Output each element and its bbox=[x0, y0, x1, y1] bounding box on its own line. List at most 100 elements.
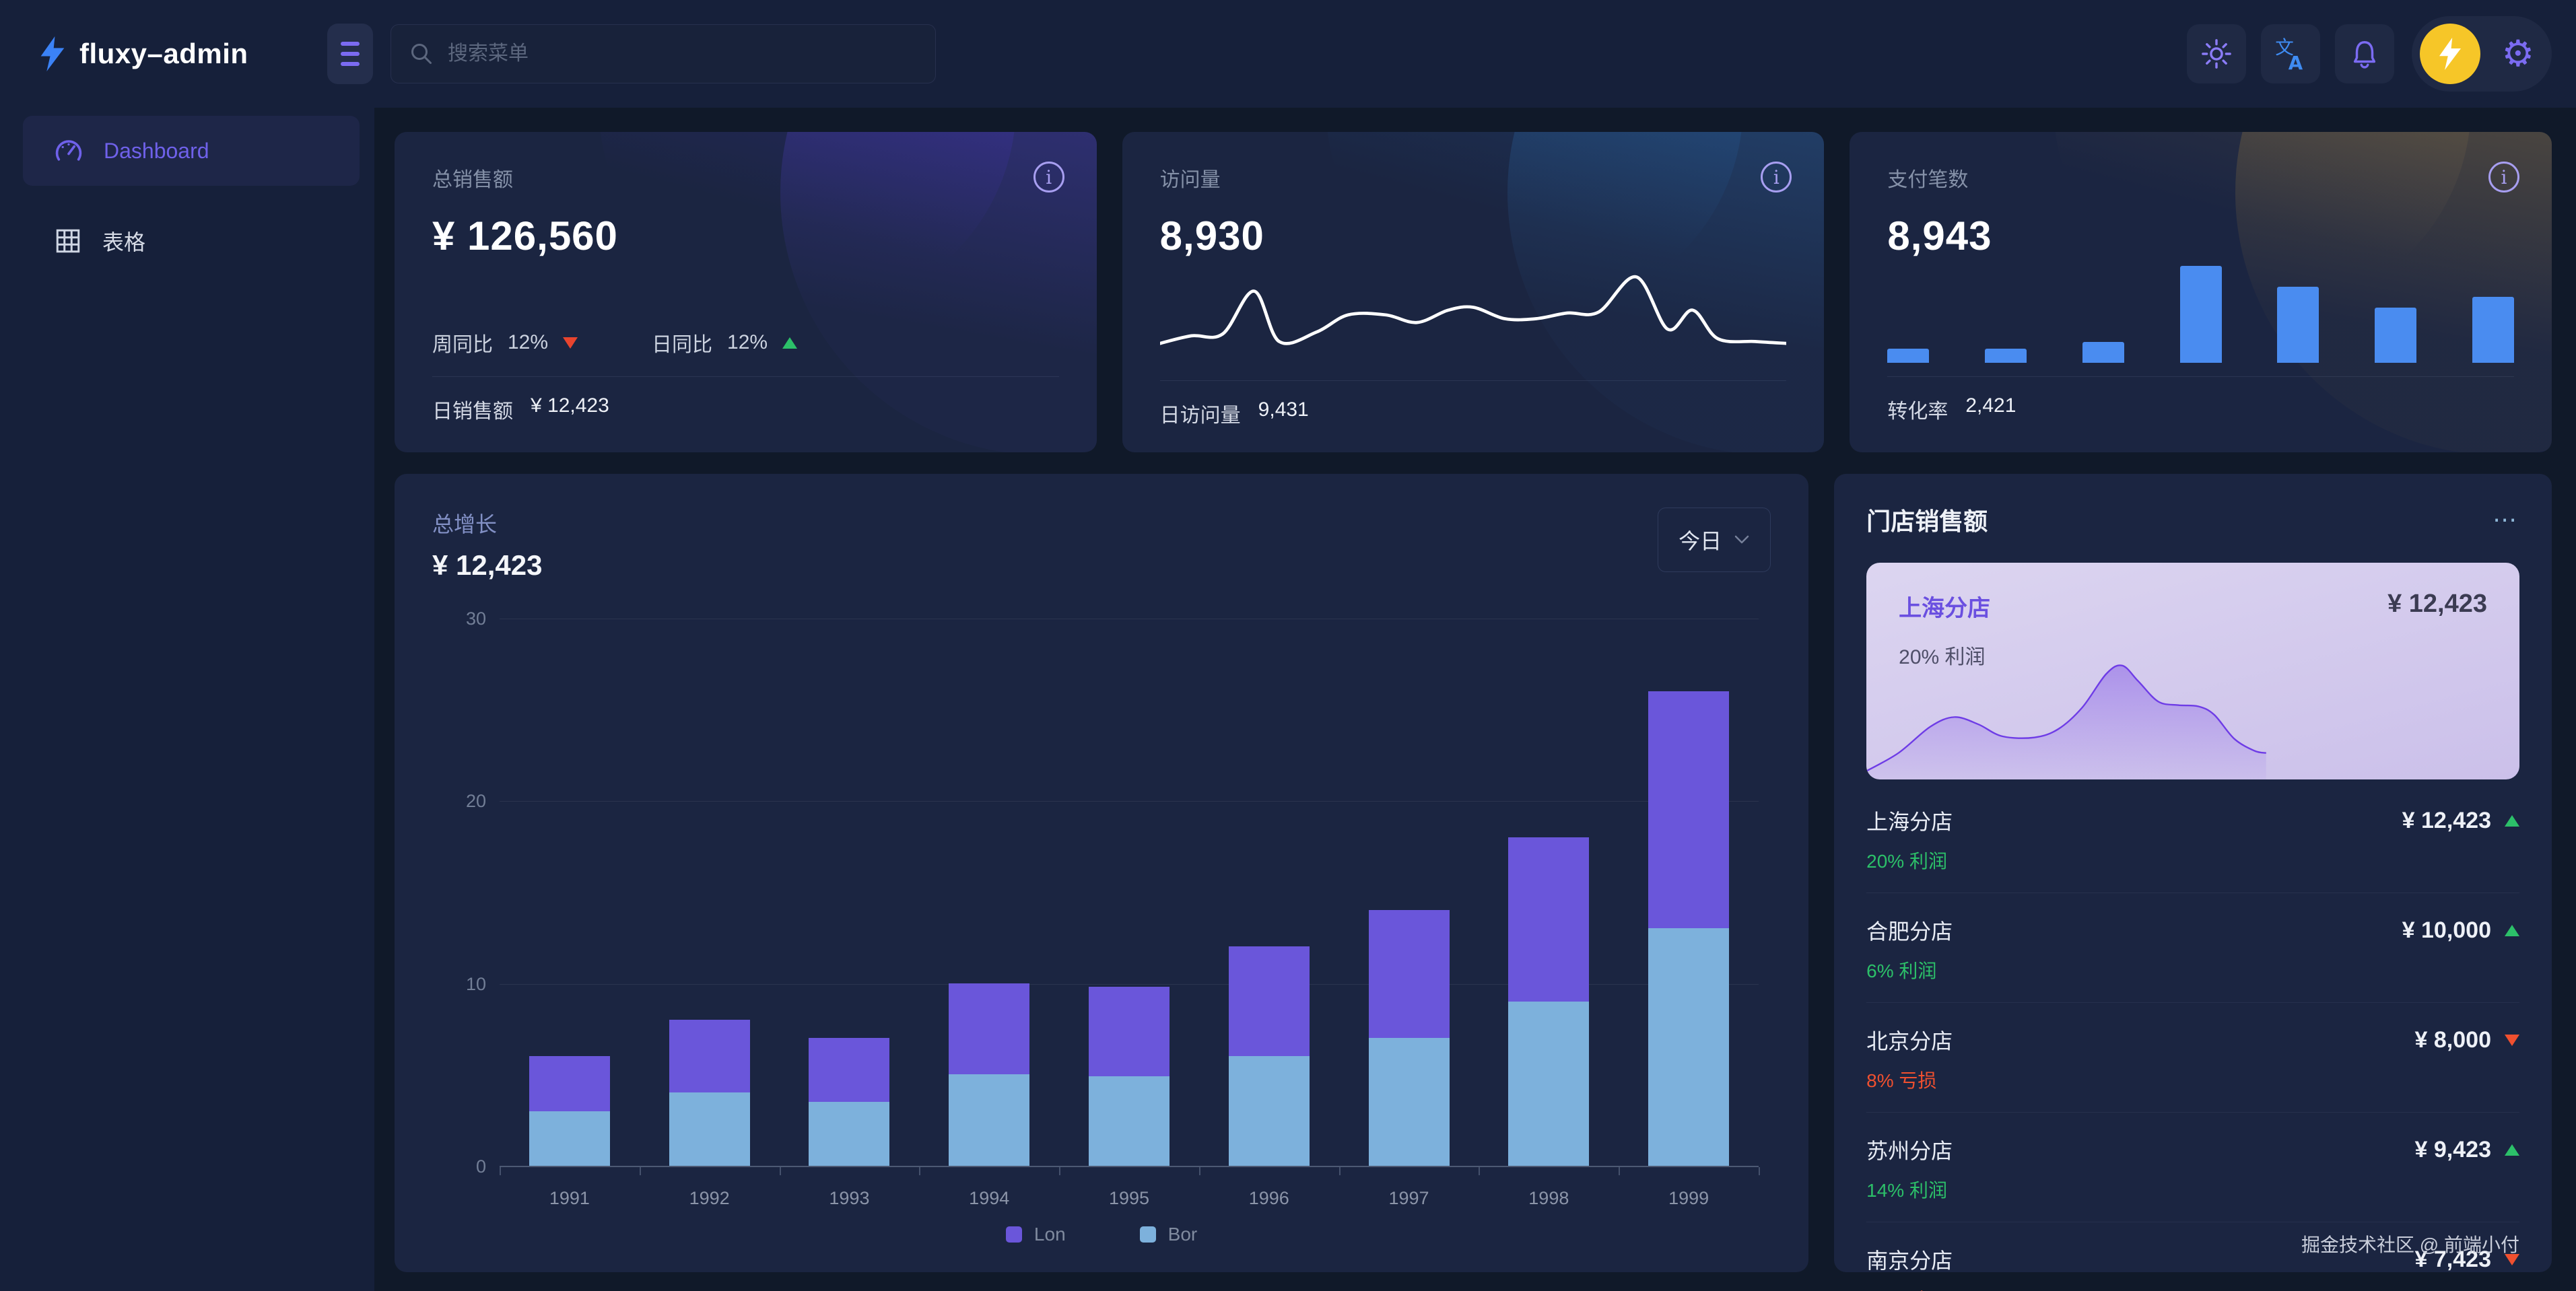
store-list: 上海分店 ¥ 12,423 20% 利润 合肥分店 ¥ 10,000 6% 利润 北京分店 ¥… bbox=[1866, 783, 2519, 1291]
x-axis-line bbox=[500, 1166, 1759, 1167]
main-content: i 总销售额 ¥ 126,560 周同比 12% 日同比 12% bbox=[374, 108, 2576, 1291]
bar-segment-lon bbox=[1508, 837, 1590, 1002]
store-panel-title: 门店销售额 bbox=[1866, 508, 1988, 535]
search-icon bbox=[411, 44, 432, 64]
info-icon[interactable]: i bbox=[1761, 162, 1792, 193]
growth-stacked-bar-chart[interactable]: 0 10 20 30 1991 1992 1993 1994 1995 1996 1997 1998 1… bbox=[432, 599, 1771, 1248]
y-axis-label: 30 bbox=[465, 608, 486, 629]
language-switch-button[interactable]: 文 A bbox=[2261, 24, 2320, 83]
footer-label: 转化率 bbox=[1887, 400, 1948, 423]
footer-value: 9,431 bbox=[1258, 398, 1309, 421]
watermark: 掘金技术社区 @ 前端小付 bbox=[2301, 1234, 2519, 1255]
mini-bar bbox=[1985, 349, 2027, 363]
card-value: 8,930 bbox=[1159, 213, 1264, 258]
legend-swatch bbox=[1139, 1226, 1156, 1243]
user-avatar[interactable] bbox=[2420, 24, 2480, 84]
mini-bar bbox=[2375, 307, 2417, 363]
bar-segment-lon bbox=[1228, 946, 1310, 1057]
bell-icon bbox=[2353, 41, 2376, 69]
bar-segment-lon bbox=[949, 983, 1030, 1075]
notifications-button[interactable] bbox=[2335, 24, 2394, 83]
y-axis-label: 0 bbox=[475, 1156, 486, 1177]
svg-text:文: 文 bbox=[2275, 36, 2294, 59]
bar-segment-lon bbox=[1368, 910, 1450, 1039]
store-value: ¥ 7,423 bbox=[2414, 1246, 2491, 1272]
y-axis-label: 20 bbox=[465, 791, 486, 812]
payments-mini-bar-chart[interactable] bbox=[1887, 259, 2514, 363]
user-settings-pill: ⚙ bbox=[2412, 16, 2552, 92]
bar-segment-bor bbox=[1648, 928, 1730, 1166]
store-row[interactable]: 南京分店 ¥ 7,423 6% 亏损 bbox=[1866, 1222, 2519, 1291]
info-icon[interactable]: i bbox=[2488, 162, 2520, 193]
visits-sparkline[interactable] bbox=[1158, 259, 1788, 367]
x-axis-label: 1997 bbox=[1388, 1188, 1429, 1208]
featured-store-note: 20% 利润 bbox=[1899, 646, 1986, 668]
card-title: 总销售额 bbox=[432, 169, 513, 191]
bar-segment-bor bbox=[949, 1074, 1030, 1166]
day-ratio-label: 日同比 bbox=[652, 334, 713, 356]
x-axis-tick bbox=[779, 1167, 781, 1175]
store-note: 20% 利润 bbox=[1866, 851, 1947, 872]
store-sales-panel: 门店销售额 ⋯ 上海分店 ¥ 12,423 20% 利润 bbox=[1834, 474, 2552, 1291]
app-logo: fluxy–admin bbox=[38, 36, 327, 71]
x-axis-tick bbox=[1619, 1167, 1621, 1175]
gridline bbox=[500, 801, 1759, 802]
x-axis-label: 1994 bbox=[969, 1188, 1010, 1208]
sidebar bbox=[0, 0, 374, 1291]
dashboard-gauge-icon bbox=[55, 140, 82, 161]
store-row[interactable]: 苏州分店 ¥ 9,423 14% 利润 bbox=[1866, 1113, 2519, 1222]
bar-segment-bor bbox=[1089, 1076, 1170, 1166]
footer-label: 日销售额 bbox=[432, 400, 513, 423]
featured-store-value: ¥ 12,423 bbox=[2387, 590, 2487, 618]
mini-bar bbox=[2472, 297, 2514, 363]
divider bbox=[1887, 376, 2515, 377]
info-icon[interactable]: i bbox=[1033, 162, 1064, 193]
stat-card-payments: i 支付笔数 8,943 转化率 2,421 bbox=[1850, 132, 2552, 452]
topbar: fluxy–admin bbox=[0, 0, 2576, 108]
legend-swatch bbox=[1005, 1226, 1022, 1243]
bar-segment-lon bbox=[669, 1019, 750, 1093]
svg-text:A: A bbox=[2289, 52, 2303, 71]
bar-segment-lon bbox=[1089, 987, 1170, 1077]
x-axis-tick bbox=[639, 1167, 641, 1175]
divider bbox=[1159, 380, 1787, 381]
bar-segment-bor bbox=[809, 1102, 890, 1166]
settings-gear-icon[interactable]: ⚙ bbox=[2501, 32, 2534, 75]
store-value: ¥ 9,423 bbox=[2414, 1136, 2491, 1162]
legend-item-lon[interactable]: Lon bbox=[1005, 1224, 1066, 1245]
search-input[interactable] bbox=[391, 24, 936, 83]
sidebar-item-label: Dashboard bbox=[104, 138, 209, 163]
x-axis-label: 1993 bbox=[829, 1188, 870, 1208]
x-axis-tick bbox=[1479, 1167, 1481, 1175]
legend-label: Lon bbox=[1033, 1224, 1066, 1245]
x-axis-label: 1995 bbox=[1108, 1188, 1150, 1208]
search-box bbox=[391, 24, 936, 83]
theme-toggle-button[interactable] bbox=[2187, 24, 2246, 83]
sidebar-nav: Dashboard 表格 bbox=[0, 108, 374, 276]
bar-segment-lon bbox=[529, 1056, 610, 1111]
store-row[interactable]: 合肥分店 ¥ 10,000 6% 利润 bbox=[1866, 893, 2519, 1003]
footer-label: 日访问量 bbox=[1159, 405, 1241, 427]
featured-store-card[interactable]: 上海分店 ¥ 12,423 20% 利润 bbox=[1866, 563, 2519, 779]
legend-item-bor[interactable]: Bor bbox=[1139, 1224, 1197, 1245]
store-name: 北京分店 bbox=[1866, 1029, 1953, 1053]
bar-segment-bor bbox=[1368, 1038, 1450, 1166]
store-row[interactable]: 北京分店 ¥ 8,000 8% 亏损 bbox=[1866, 1003, 2519, 1113]
range-select-button[interactable]: 今日 bbox=[1658, 508, 1771, 572]
sidebar-item-table[interactable]: 表格 bbox=[23, 206, 360, 276]
bar-segment-bor bbox=[529, 1111, 610, 1166]
more-menu-icon[interactable]: ⋯ bbox=[2493, 505, 2519, 533]
range-select-value: 今日 bbox=[1679, 529, 1722, 553]
x-axis-label: 1998 bbox=[1528, 1188, 1569, 1208]
store-name: 苏州分店 bbox=[1866, 1139, 1953, 1163]
x-axis-tick bbox=[1759, 1167, 1760, 1175]
x-axis-label: 1991 bbox=[549, 1188, 590, 1208]
x-axis-label: 1999 bbox=[1668, 1188, 1709, 1208]
trend-down-icon bbox=[563, 337, 578, 349]
sidebar-item-dashboard[interactable]: Dashboard bbox=[23, 116, 360, 186]
store-row[interactable]: 上海分店 ¥ 12,423 20% 利润 bbox=[1866, 783, 2519, 893]
bar-segment-bor bbox=[1508, 1001, 1590, 1166]
store-note: 6% 亏损 bbox=[1866, 1286, 2519, 1291]
bar-segment-bor bbox=[669, 1092, 750, 1166]
menu-toggle-button[interactable] bbox=[327, 24, 373, 84]
